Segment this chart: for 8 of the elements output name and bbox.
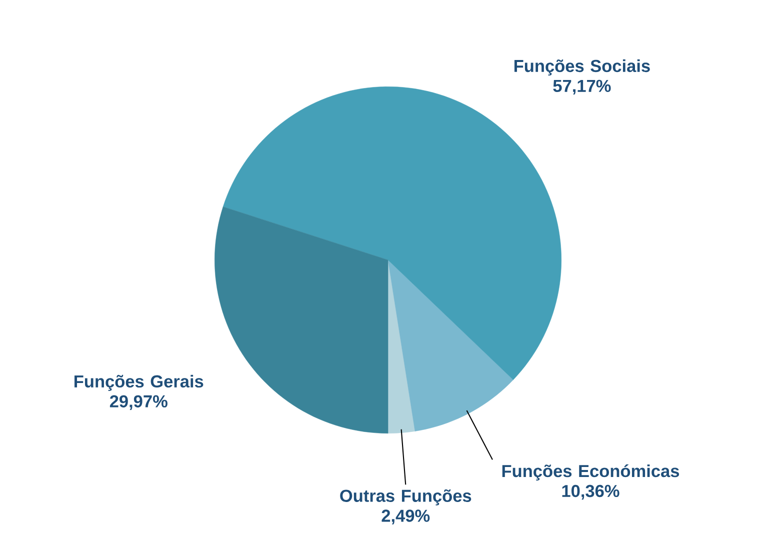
data-label: 10,36% — [562, 485, 620, 500]
data-label: 29,97% — [110, 395, 168, 410]
slice-label: Outras Funções — [340, 490, 472, 506]
data-label: 2,49% — [382, 510, 430, 525]
data-label: 57,17% — [553, 80, 611, 95]
slice-label: Funções Sociais — [514, 60, 650, 76]
slice-label: Funções Económicas — [502, 464, 680, 481]
slice-label: Funções Gerais — [74, 375, 204, 392]
